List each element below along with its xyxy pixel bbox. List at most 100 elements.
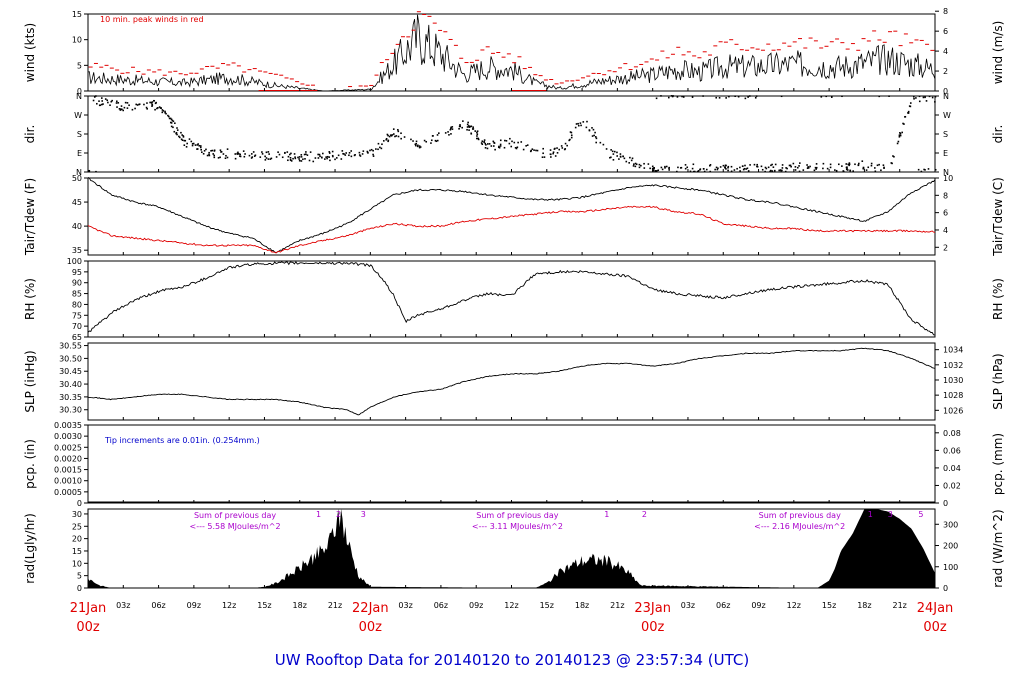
direction-point [298, 159, 301, 162]
direction-point [923, 168, 925, 171]
direction-point [298, 158, 300, 160]
direction-point [767, 166, 770, 169]
direction-point [417, 144, 419, 147]
direction-point [647, 163, 650, 165]
y-axis-label-right: RH (%) [991, 278, 1005, 320]
direction-point [595, 141, 598, 144]
direction-point [104, 98, 107, 100]
y-tick-label: 0.0025 [54, 443, 82, 452]
direction-point [326, 155, 329, 158]
direction-point [470, 132, 472, 135]
direction-point [253, 155, 256, 157]
direction-point [432, 135, 434, 137]
direction-point [874, 170, 877, 173]
x-hour-label: 18z [857, 601, 871, 610]
radiation-marker: 2 [336, 510, 341, 519]
direction-point [124, 101, 127, 104]
direction-point [503, 146, 506, 149]
direction-point [415, 140, 418, 143]
direction-point [217, 157, 220, 159]
y-axis-label-right: pcp. (mm) [991, 433, 1005, 495]
y-tick-label: 0.0005 [54, 488, 82, 497]
direction-point [281, 156, 284, 159]
direction-point [529, 150, 532, 153]
direction-point [154, 108, 156, 111]
y-tick-label: 0 [77, 87, 82, 96]
direction-point [123, 106, 126, 109]
direction-point [470, 125, 473, 128]
direction-point [611, 150, 614, 153]
direction-point [595, 137, 598, 140]
direction-point [784, 170, 787, 173]
direction-point [175, 131, 178, 134]
direction-point [322, 152, 324, 155]
x-hour-label: 15z [540, 601, 554, 610]
direction-point [481, 143, 484, 146]
direction-point [515, 147, 518, 150]
direction-point [172, 126, 174, 129]
direction-point [770, 164, 772, 167]
direction-point [185, 146, 188, 148]
direction-point [182, 136, 185, 138]
direction-point [835, 169, 838, 172]
direction-point [922, 96, 925, 99]
direction-point [191, 142, 194, 145]
y-tick-label: 0 [77, 584, 82, 593]
direction-point [350, 155, 353, 158]
direction-point [490, 145, 493, 147]
direction-point [672, 95, 674, 97]
y-axis-label-right: SLP (hPa) [991, 353, 1005, 409]
direction-point [318, 153, 321, 156]
direction-point [403, 136, 406, 138]
direction-point [857, 164, 860, 167]
direction-point [556, 147, 558, 149]
direction-point [745, 168, 748, 170]
direction-point [714, 168, 716, 171]
direction-point [395, 135, 398, 137]
direction-point [410, 138, 412, 141]
y-tick-label: 30.35 [59, 393, 82, 402]
direction-point [467, 121, 469, 124]
direction-point [380, 147, 383, 150]
direction-point [841, 95, 843, 98]
direction-point [807, 167, 810, 169]
y-tick-label: E [77, 149, 82, 158]
direction-point [175, 132, 177, 135]
y-tick-label-right: S [943, 130, 948, 139]
x-hour-label: 06z [151, 601, 165, 610]
direction-point [251, 156, 254, 158]
direction-point [289, 153, 291, 156]
direction-point [107, 101, 109, 104]
x-hour-label: 03z [681, 601, 695, 610]
direction-point [739, 166, 741, 169]
direction-point [314, 157, 317, 159]
direction-point [224, 157, 227, 160]
direction-point [809, 165, 811, 168]
y-tick-label: 15 [72, 10, 82, 19]
direction-point [780, 95, 783, 98]
direction-point [655, 97, 658, 100]
direction-point [111, 99, 113, 102]
direction-point [212, 153, 215, 155]
y-tick-label-right: 0 [943, 87, 948, 96]
y-tick-label: 10 [72, 36, 82, 45]
direction-point [798, 170, 801, 173]
direction-point [709, 170, 712, 173]
direction-point [536, 149, 539, 152]
direction-point [170, 118, 173, 121]
direction-point [436, 139, 439, 142]
x-hour-label: 03z [398, 601, 412, 610]
direction-point [382, 140, 385, 142]
direction-point [418, 146, 421, 149]
direction-point [774, 169, 776, 172]
direction-point [484, 147, 487, 149]
direction-point [300, 156, 303, 158]
direction-point [261, 153, 264, 155]
direction-point [287, 155, 290, 158]
x-axis: 03z 06z 09z 12z 15z 18z 21z 03z 06z 09z 12z 15z 18z 2… [70, 601, 954, 635]
direction-point [730, 165, 733, 168]
direction-point [815, 163, 818, 165]
direction-point [126, 107, 129, 109]
